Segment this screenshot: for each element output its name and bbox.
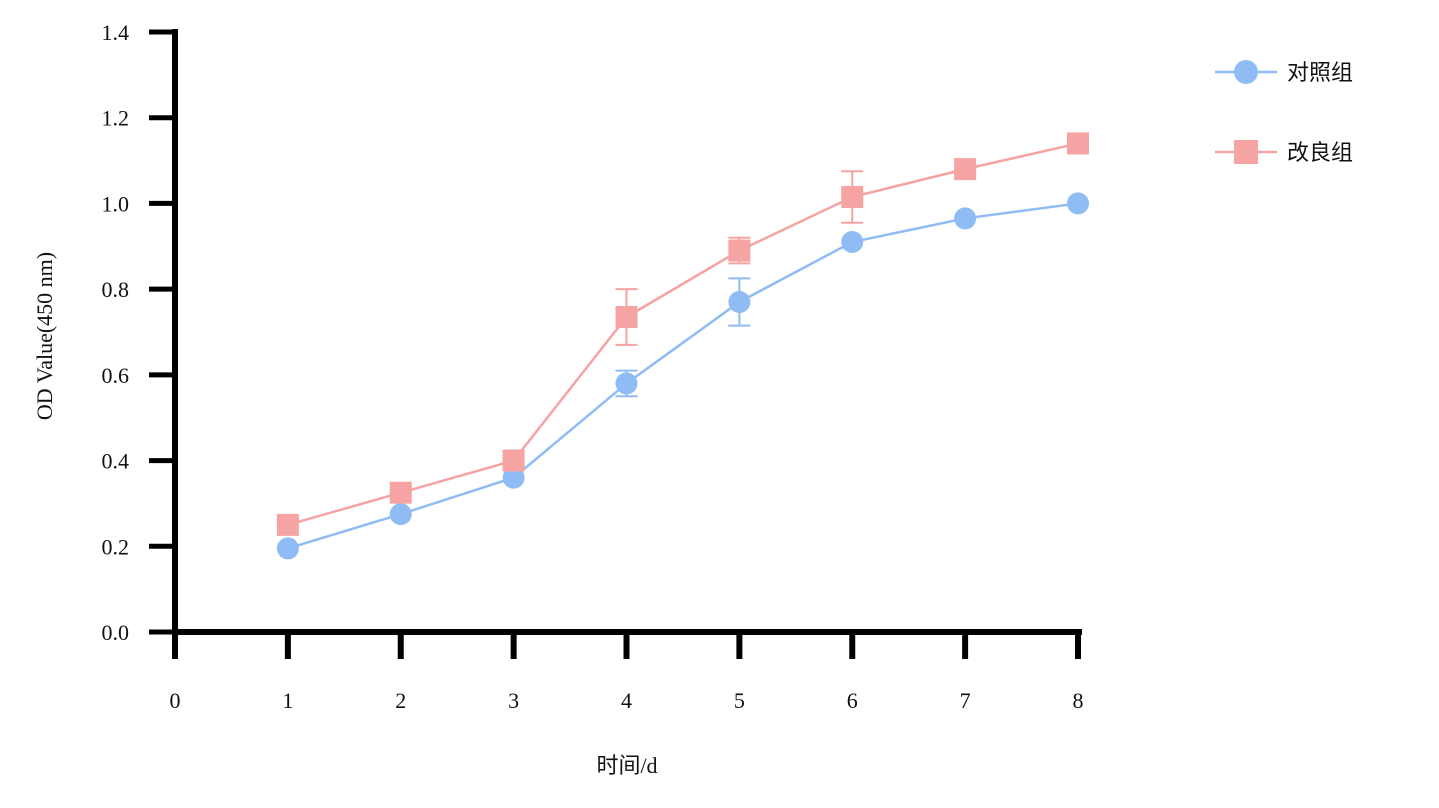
y-tick-label: 0.4 — [102, 449, 130, 474]
legend-marker — [1234, 140, 1258, 164]
y-tick-label: 1.2 — [102, 106, 130, 131]
data-point — [728, 291, 751, 313]
x-tick-label: 6 — [847, 688, 858, 713]
legend-item: 对照组 — [1215, 60, 1353, 86]
data-point — [1067, 192, 1089, 215]
data-point — [389, 481, 412, 504]
data-point — [502, 449, 525, 472]
axes — [172, 29, 1082, 635]
data-point — [276, 537, 299, 560]
y-tick-label: 1.4 — [102, 20, 130, 45]
series-1 — [276, 192, 1089, 560]
series-layer — [276, 132, 1089, 560]
data-point — [728, 239, 751, 262]
series-line — [287, 202, 1079, 550]
data-point — [615, 306, 638, 328]
legend-marker — [1234, 60, 1258, 84]
data-point — [276, 513, 299, 536]
x-tick-label: 8 — [1073, 688, 1084, 713]
y-tick-label: 0.6 — [102, 363, 130, 388]
x-tick-label: 2 — [395, 688, 406, 713]
x-tick-label: 3 — [508, 688, 519, 713]
x-tick-label: 1 — [282, 688, 293, 713]
y-tick-label: 0.0 — [102, 620, 130, 645]
y-tick-label: 0.2 — [102, 534, 130, 559]
data-point — [502, 466, 525, 489]
data-point — [841, 231, 864, 253]
x-tick-label: 4 — [621, 688, 632, 713]
y-axis-title: OD Value(450 nm) — [32, 252, 57, 420]
series-line — [287, 142, 1079, 527]
data-point — [841, 186, 864, 208]
y-tick-label: 0.8 — [102, 277, 130, 302]
x-axis-title: 时间/d — [596, 753, 657, 778]
y-axis-ticks: 0.0 0.2 0.4 0.6 0.8 1.0 1.2 1.4 — [102, 20, 175, 645]
y-tick-label: 1.0 — [102, 191, 130, 216]
legend-label: 改良组 — [1287, 141, 1353, 166]
x-tick-label: 5 — [734, 688, 745, 713]
data-point — [1067, 132, 1089, 155]
series-2 — [276, 132, 1089, 536]
legend-label: 对照组 — [1287, 61, 1353, 86]
legend-item: 改良组 — [1215, 140, 1353, 166]
x-tick-label: 7 — [960, 688, 971, 713]
x-tick-label: 0 — [170, 688, 181, 713]
data-point — [954, 158, 977, 181]
data-point — [615, 372, 638, 395]
x-axis-ticks: 0 1 2 3 4 5 6 7 8 — [170, 632, 1084, 713]
data-point — [389, 503, 412, 526]
data-point — [954, 207, 977, 230]
